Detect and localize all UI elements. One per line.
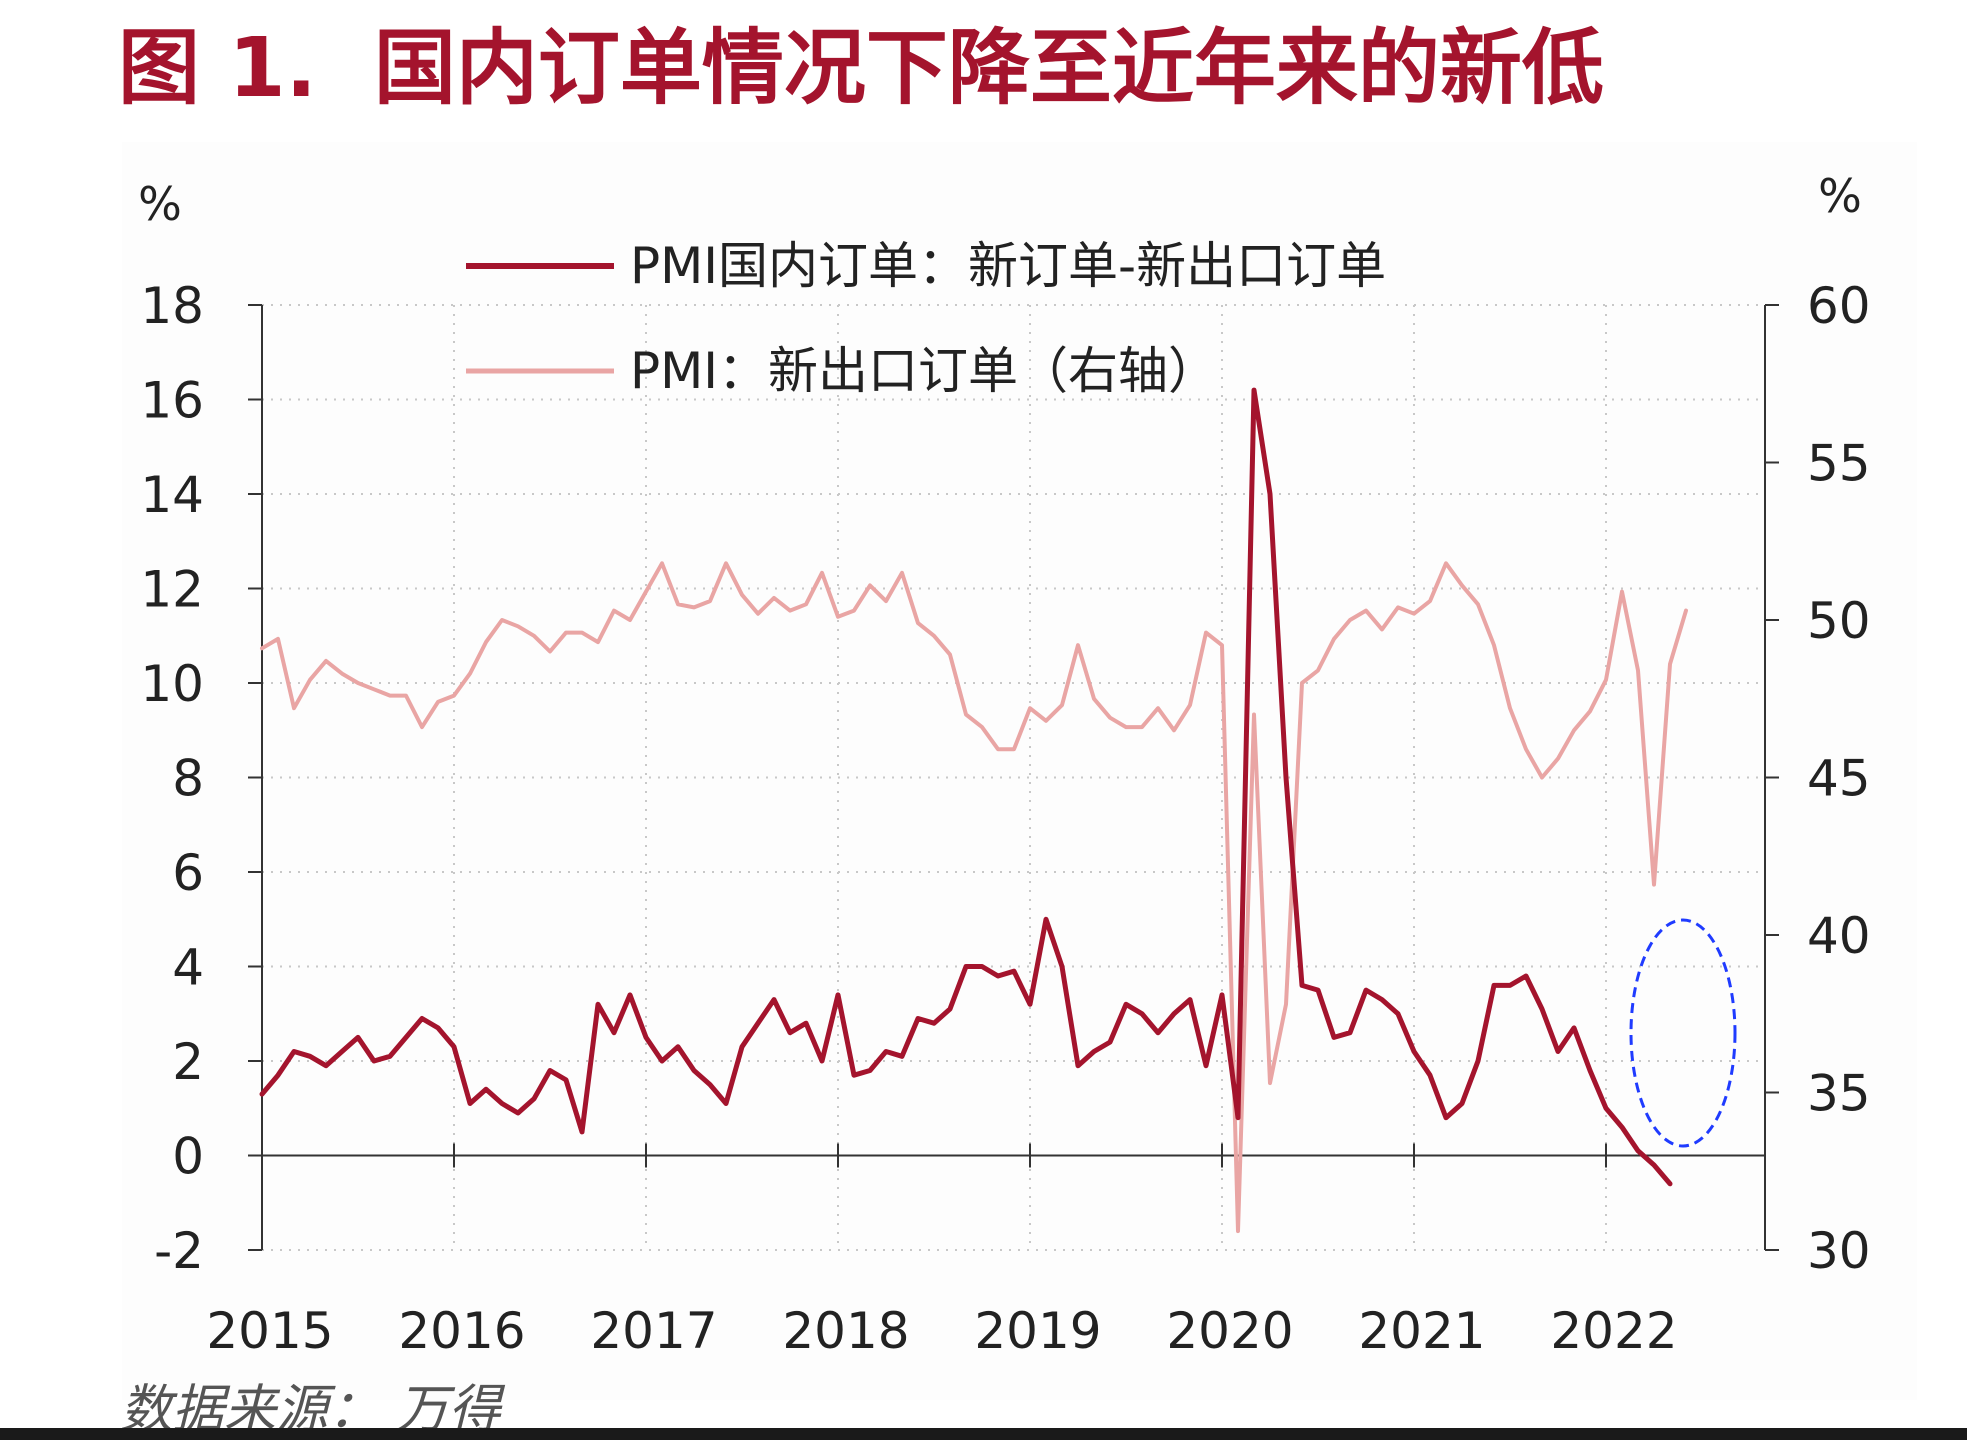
right-tick-label: 45: [1807, 750, 1871, 808]
figure-title: 图 1. 国内订单情况下降至近年来的新低: [118, 21, 1604, 116]
left-tick-label: -2: [154, 1222, 204, 1280]
legend-label-domain: PMI国内订单：新订单-新出口订单: [630, 237, 1386, 295]
left-tick-label: 16: [140, 372, 204, 430]
left-tick-label: 6: [172, 844, 204, 902]
right-tick-label: 40: [1807, 907, 1871, 965]
right-tick-label: 30: [1807, 1222, 1871, 1280]
series-lines: [259, 387, 1688, 1234]
left-tick-label: 2: [172, 1033, 204, 1091]
x-tick-label: 2019: [974, 1302, 1101, 1360]
legend: PMI国内订单：新订单-新出口订单 PMI：新出口订单（右轴）: [466, 237, 1386, 400]
right-tick-label: 50: [1807, 592, 1871, 650]
x-tick-label: 2020: [1166, 1302, 1293, 1360]
left-tick-label: 18: [140, 277, 204, 335]
x-tick-label: 2015: [206, 1302, 333, 1360]
left-tick-label: 8: [172, 750, 204, 808]
left-axis-ticks: -2 0 2 4 6 8 10 12 14 16 18: [140, 277, 262, 1280]
plot-background: [122, 142, 1917, 1400]
right-tick-label: 55: [1807, 435, 1871, 493]
grid-lines: [262, 304, 1765, 1251]
series-line-domain: [259, 387, 1673, 1187]
left-tick-label: 12: [140, 561, 204, 619]
right-axis-unit: %: [1818, 169, 1862, 223]
left-tick-label: 14: [140, 466, 204, 524]
legend-label-export: PMI：新出口订单（右轴）: [630, 342, 1218, 400]
source-note: 数据来源： 万得: [120, 1380, 501, 1440]
highlight-ellipse: [1629, 918, 1737, 1148]
x-tick-label: 2016: [398, 1302, 525, 1360]
right-tick-label: 60: [1807, 277, 1871, 335]
left-tick-label: 4: [172, 939, 204, 997]
series-line-export: [260, 561, 1688, 1234]
left-axis-unit: %: [138, 177, 182, 231]
x-axis-ticks: 2015 2016 2017 2018 2019 2020 2021 2022: [206, 1143, 1678, 1360]
left-tick-label: 0: [172, 1128, 204, 1186]
right-axis-ticks: 30 35 40 45 50 55 60: [1765, 277, 1871, 1280]
x-tick-label: 2018: [782, 1302, 909, 1360]
x-tick-label: 2022: [1550, 1302, 1677, 1360]
right-tick-label: 35: [1807, 1065, 1871, 1123]
left-tick-label: 10: [140, 655, 204, 713]
x-tick-label: 2021: [1358, 1302, 1485, 1360]
bottom-rule: [0, 1428, 1967, 1440]
x-tick-label: 2017: [590, 1302, 717, 1360]
